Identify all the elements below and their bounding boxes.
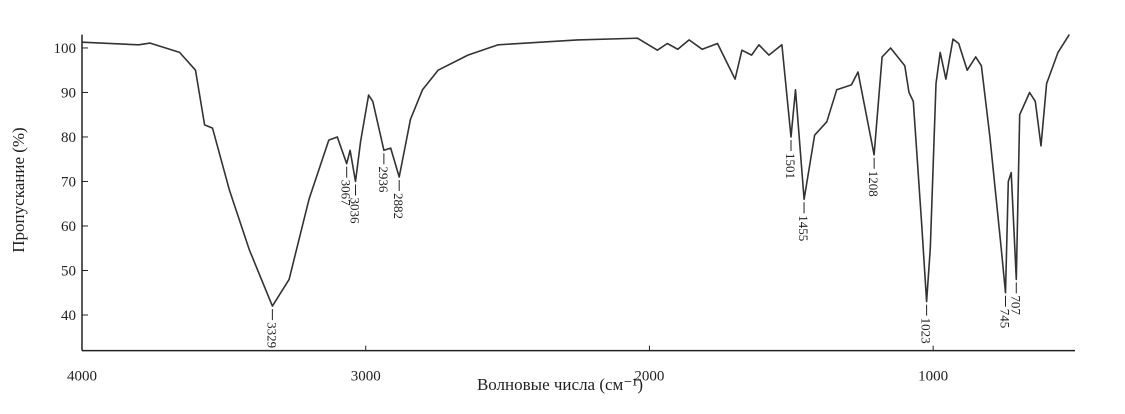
spectrum-line: [81, 34, 1070, 307]
y-axis-label: Пропускание (%): [9, 127, 28, 252]
peak-label: 1501: [783, 153, 798, 179]
peak-label: 3067: [339, 180, 354, 207]
peak-label: 745: [997, 309, 1012, 329]
x-axis-label: Волновые числа (см⁻¹): [477, 375, 643, 394]
y-tick-label: 40: [61, 308, 76, 324]
peak-label: 2882: [391, 193, 406, 219]
y-tick-label: 50: [61, 263, 76, 279]
peak-label: 2936: [376, 166, 391, 193]
peak-label: 707: [1008, 295, 1023, 315]
peak-label: 1208: [866, 171, 881, 197]
x-tick-label: 2000: [634, 369, 664, 385]
peak-label: 1023: [919, 318, 934, 344]
peak-label: 1455: [796, 215, 811, 241]
y-tick-label: 70: [61, 174, 76, 190]
y-tick-label: 100: [54, 41, 77, 57]
x-tick-label: 3000: [351, 369, 381, 385]
y-tick-label: 90: [61, 85, 76, 101]
peak-label: 3329: [264, 322, 279, 348]
y-tick-label: 80: [61, 130, 76, 146]
x-tick-label: 1000: [918, 369, 948, 385]
x-tick-label: 4000: [67, 369, 97, 385]
y-tick-label: 60: [61, 219, 76, 235]
peak-label: 3036: [348, 197, 363, 224]
